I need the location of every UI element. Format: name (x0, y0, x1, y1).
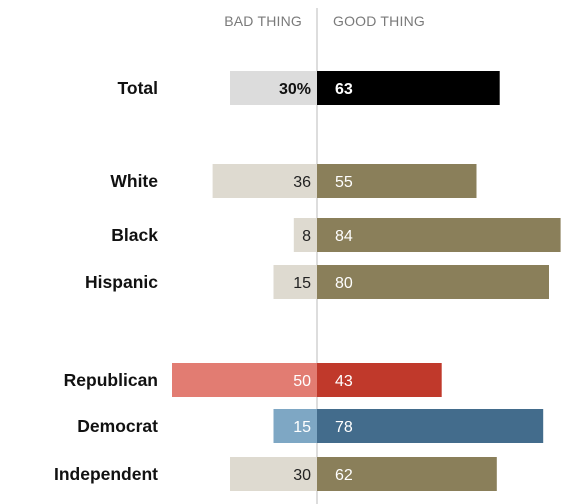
row-label: White (110, 171, 158, 191)
row-label: Black (111, 225, 158, 245)
bad-thing-bar (230, 71, 317, 105)
good-thing-value-label: 55 (335, 174, 353, 191)
good-thing-bar (317, 457, 497, 491)
good-thing-value-label: 78 (335, 419, 353, 436)
good-thing-bar (317, 164, 477, 198)
good-thing-value-label: 63 (335, 81, 353, 98)
chart-rows: Total 30% 63 White 36 55 Black 8 84 Hispanic 15 80 R… (54, 71, 561, 491)
bad-thing-value-label: 30% (279, 81, 311, 98)
bad-thing-bar (293, 218, 317, 252)
chart-row-white: White 36 55 (110, 164, 477, 198)
bad-thing-bar (230, 457, 317, 491)
good-thing-bar (317, 363, 442, 397)
good-thing-value-label: 80 (335, 275, 353, 292)
bad-thing-bar (273, 265, 317, 299)
bad-thing-value-label: 30 (293, 467, 311, 484)
chart-row-republican: Republican 50 43 (64, 363, 442, 397)
bad-thing-value-label: 50 (293, 373, 311, 390)
chart-row-hispanic: Hispanic 15 80 (85, 265, 549, 299)
chart-row-independent: Independent 30 62 (54, 457, 497, 491)
good-thing-bar (317, 265, 549, 299)
good-thing-value-label: 62 (335, 467, 353, 484)
chart-row-democrat: Democrat 15 78 (77, 409, 544, 443)
row-label: Republican (64, 370, 158, 390)
header-bad-thing: BAD THING (224, 13, 302, 29)
bad-thing-value-label: 15 (293, 419, 311, 436)
good-thing-bar (317, 218, 561, 252)
bad-thing-bar (212, 164, 317, 198)
row-label: Independent (54, 464, 158, 484)
bad-thing-bar (172, 363, 317, 397)
good-thing-bar (317, 71, 500, 105)
bad-thing-value-label: 15 (293, 275, 311, 292)
good-thing-value-label: 84 (335, 228, 353, 245)
bad-thing-bar (273, 409, 317, 443)
bad-thing-value-label: 8 (302, 228, 311, 245)
chart-row-black: Black 8 84 (111, 218, 561, 252)
chart-row-total: Total 30% 63 (117, 71, 500, 105)
good-thing-value-label: 43 (335, 373, 353, 390)
header-good-thing: GOOD THING (333, 13, 425, 29)
row-label: Democrat (77, 416, 158, 436)
row-label: Hispanic (85, 272, 158, 292)
good-thing-bar (317, 409, 544, 443)
row-label: Total (117, 78, 158, 98)
bad-thing-value-label: 36 (293, 174, 311, 191)
